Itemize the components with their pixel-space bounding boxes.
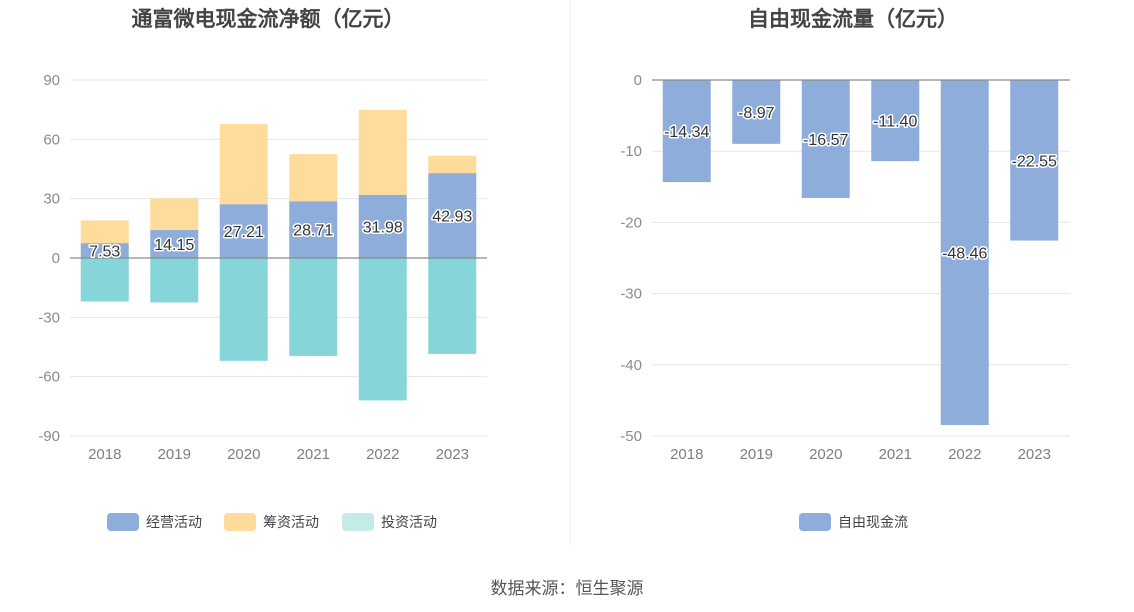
bar-筹资活动-2018	[80, 220, 129, 244]
data-label-2019: 14.15	[154, 237, 194, 254]
bar-自由现金流-2019	[732, 80, 781, 144]
data-label-2020: -16.57	[803, 132, 848, 149]
legend-swatch	[224, 513, 256, 531]
x-tick-label: 2020	[809, 446, 842, 463]
data-label-2021: -11.40	[873, 114, 917, 131]
bar-自由现金流-2018	[662, 80, 711, 183]
bar-自由现金流-2023	[1010, 80, 1059, 241]
bar-自由现金流-2021	[871, 80, 920, 162]
bar-经营活动-2021	[289, 201, 338, 258]
bar-自由现金流-2020	[801, 80, 850, 198]
bar-筹资活动-2021	[289, 154, 338, 202]
bar-经营活动-2020	[219, 204, 268, 258]
bar-筹资活动-2022	[358, 109, 407, 195]
data-label-2022: 31.98	[363, 219, 403, 236]
x-tick-label: 2023	[1018, 446, 1051, 463]
y-tick-label: -10	[620, 143, 642, 160]
data-label-2023: 42.93	[432, 209, 472, 226]
y-tick-label: -30	[620, 286, 642, 303]
data-label-2021: 28.71	[293, 223, 333, 240]
y-tick-label: 30	[43, 191, 60, 208]
free-cash-flow-chart: 自由现金流量（亿元） 0 -10 -20 -30 -40 -50 2018 2019 2020 20…	[620, 7, 1070, 531]
bar-投资活动-2022	[358, 258, 407, 401]
legend-item-筹资活动: 筹资活动	[224, 513, 319, 531]
x-tick-label: 2019	[740, 446, 773, 463]
y-tick-label: 0	[634, 72, 642, 89]
bar-经营活动-2018	[80, 243, 129, 258]
x-tick-label: 2018	[670, 446, 703, 463]
y-tick-label: 0	[52, 250, 60, 267]
legend-swatch	[107, 513, 139, 531]
x-tick-label: 2022	[366, 446, 399, 463]
data-label-2020: 27.21	[224, 224, 264, 241]
legend-item-自由现金流: 自由现金流	[799, 513, 908, 531]
legend-swatch	[799, 513, 831, 531]
legend-item-投资活动: 投资活动	[342, 513, 437, 531]
x-tick-label: 2022	[948, 446, 981, 463]
bar-经营活动-2019	[150, 230, 199, 258]
y-tick-label: 90	[43, 72, 60, 89]
chart-title: 自由现金流量（亿元）	[748, 7, 958, 31]
x-tick-label: 2020	[227, 446, 260, 463]
x-tick-label: 2021	[297, 446, 330, 463]
bar-投资活动-2020	[219, 258, 268, 361]
bar-投资活动-2018	[80, 258, 129, 302]
y-tick-label: -90	[38, 428, 60, 445]
bar-投资活动-2023	[428, 258, 477, 354]
data-label-2018: 7.53	[89, 244, 120, 261]
bar-投资活动-2019	[150, 258, 199, 303]
bar-投资活动-2021	[289, 258, 338, 356]
bar-经营活动-2023	[428, 173, 477, 258]
legend-label: 自由现金流	[838, 514, 908, 530]
cash-flow-net-chart: 通富微电现金流净额（亿元） 90 60 30 0 -30 -60 -90 2018 2019 202…	[38, 7, 487, 531]
chart-title: 通富微电现金流净额（亿元）	[132, 7, 405, 31]
data-label-2023: -22.55	[1012, 153, 1057, 170]
bar-经营活动-2022	[358, 194, 407, 258]
legend-label: 投资活动	[381, 514, 437, 530]
y-tick-label: -20	[620, 214, 642, 231]
data-label-2018: -14.34	[664, 124, 709, 141]
x-tick-label: 2019	[158, 446, 191, 463]
y-tick-label: 60	[43, 131, 60, 148]
x-tick-label: 2023	[436, 446, 469, 463]
bar-筹资活动-2020	[219, 124, 268, 205]
bar-自由现金流-2022	[940, 80, 989, 426]
y-tick-label: -30	[38, 309, 60, 326]
y-tick-label: -40	[620, 357, 642, 374]
legend-label: 筹资活动	[263, 514, 319, 530]
legend-item-经营活动: 经营活动	[107, 513, 202, 531]
y-tick-label: -50	[620, 428, 642, 445]
data-source-note: 数据来源：恒生聚源	[490, 579, 644, 598]
data-label-2022: -48.46	[942, 246, 987, 263]
bar-筹资活动-2023	[428, 155, 477, 174]
y-tick-label: -60	[38, 369, 60, 386]
bar-筹资活动-2019	[150, 198, 199, 231]
x-tick-label: 2018	[88, 446, 121, 463]
x-tick-label: 2021	[879, 446, 912, 463]
legend-swatch	[342, 513, 374, 531]
data-label-2019: -8.97	[738, 105, 775, 122]
legend-label: 经营活动	[146, 514, 202, 530]
